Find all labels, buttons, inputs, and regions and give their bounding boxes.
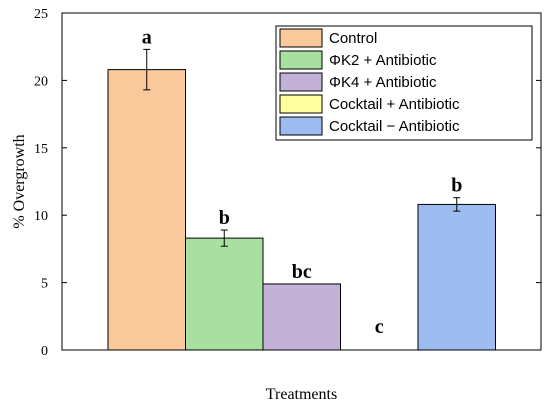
legend: Control ΦK2 + Antibiotic ΦK4 + Antibiotic C…: [275, 25, 533, 141]
legend-label: Cocktail − Antibiotic: [329, 118, 460, 135]
y-tick-label: 0: [41, 344, 48, 359]
significance-label: a: [142, 26, 152, 48]
y-tick-label: 5: [41, 277, 48, 292]
bar: [185, 237, 264, 351]
legend-label: ΦK4 + Antibiotic: [329, 74, 437, 91]
bar: [262, 283, 341, 351]
y-tick-label: 15: [34, 142, 48, 157]
error-bars-group: [143, 48, 461, 247]
legend-label: ΦK2 + Antibiotic: [329, 52, 437, 69]
significance-labels-group: a b bc c b: [142, 26, 463, 338]
legend-swatch: [279, 116, 323, 136]
legend-swatch: [279, 28, 323, 48]
significance-label: bc: [292, 261, 312, 283]
significance-label: b: [219, 207, 230, 229]
bar: [107, 69, 186, 351]
bars-group: [107, 69, 496, 351]
significance-label: c: [375, 316, 384, 338]
legend-swatch: [279, 72, 323, 92]
y-tick-label: 20: [34, 74, 48, 89]
x-axis-title: Treatments: [266, 386, 337, 403]
legend-swatch: [279, 50, 323, 70]
significance-label: b: [451, 175, 462, 197]
legend-swatch: [279, 94, 323, 114]
legend-label: Control: [329, 30, 377, 47]
y-tick-label: 25: [34, 7, 48, 22]
bar: [417, 203, 496, 351]
y-axis-title: % Overgrowth: [11, 134, 28, 228]
y-tick-label: 10: [34, 209, 48, 224]
legend-label: Cocktail + Antibiotic: [329, 96, 460, 113]
